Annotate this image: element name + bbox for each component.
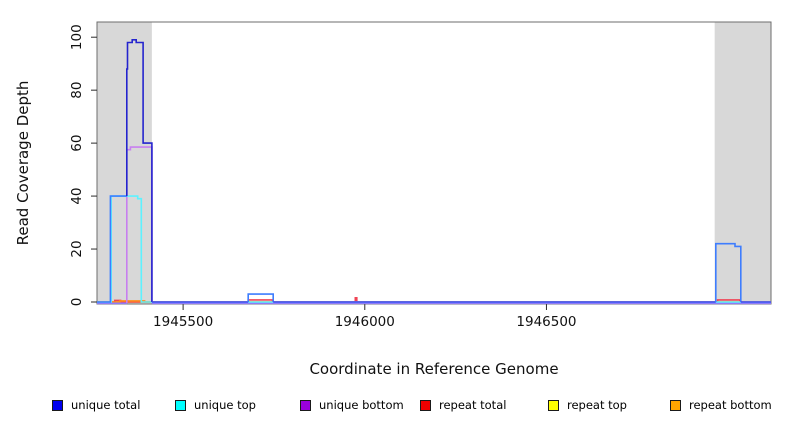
legend-label: unique top bbox=[194, 398, 256, 412]
series-unique-total bbox=[714, 242, 742, 302]
series-unique-total bbox=[247, 293, 275, 302]
x-axis-title: Coordinate in Reference Genome bbox=[309, 360, 558, 378]
y-tick-label: 80 bbox=[69, 82, 85, 99]
plot-box bbox=[96, 21, 772, 305]
plot-legend: unique total unique top unique bottom re… bbox=[0, 398, 792, 422]
x-tick-label: 1946500 bbox=[516, 314, 576, 330]
legend-label: repeat total bbox=[439, 398, 507, 412]
legend-item-unique-top: unique top bbox=[175, 398, 256, 412]
x-tick-label: 1945500 bbox=[153, 314, 213, 330]
shaded-region bbox=[714, 22, 771, 304]
unique-total-swatch-icon bbox=[52, 399, 63, 411]
y-tick-label: 0 bbox=[69, 298, 85, 307]
y-tick-label: 20 bbox=[69, 240, 85, 257]
legend-item-repeat-total: repeat total bbox=[420, 398, 506, 412]
legend-item-repeat-bottom: repeat bottom bbox=[670, 398, 772, 412]
repeat-bottom-swatch-icon bbox=[670, 399, 681, 411]
coverage-plot: 1945500 1946000 1946500 0 20 40 60 80 100 Coordin… bbox=[14, 21, 772, 378]
y-tick-label: 40 bbox=[69, 187, 85, 204]
y-axis-title: Read Coverage Depth bbox=[14, 81, 32, 246]
repeat-top-swatch-icon bbox=[548, 399, 559, 411]
repeat-total-swatch-icon bbox=[420, 399, 431, 411]
legend-label: unique total bbox=[71, 398, 141, 412]
series-unique-total bbox=[126, 38, 153, 302]
legend-item-repeat-top: repeat top bbox=[548, 398, 627, 412]
series-unique-total bbox=[97, 195, 127, 303]
legend-item-unique-total: unique total bbox=[52, 398, 140, 412]
legend-item-unique-bottom: unique bottom bbox=[300, 398, 404, 412]
unique-top-swatch-icon bbox=[175, 399, 186, 411]
y-tick-label: 100 bbox=[69, 24, 85, 50]
series-unique-top bbox=[97, 195, 771, 303]
unique-bottom-swatch-icon bbox=[300, 399, 311, 411]
legend-label: repeat bottom bbox=[689, 398, 772, 412]
y-tick-label: 60 bbox=[69, 135, 85, 152]
legend-label: unique bottom bbox=[319, 398, 404, 412]
legend-label: repeat top bbox=[567, 398, 627, 412]
x-tick-label: 1946000 bbox=[335, 314, 395, 330]
